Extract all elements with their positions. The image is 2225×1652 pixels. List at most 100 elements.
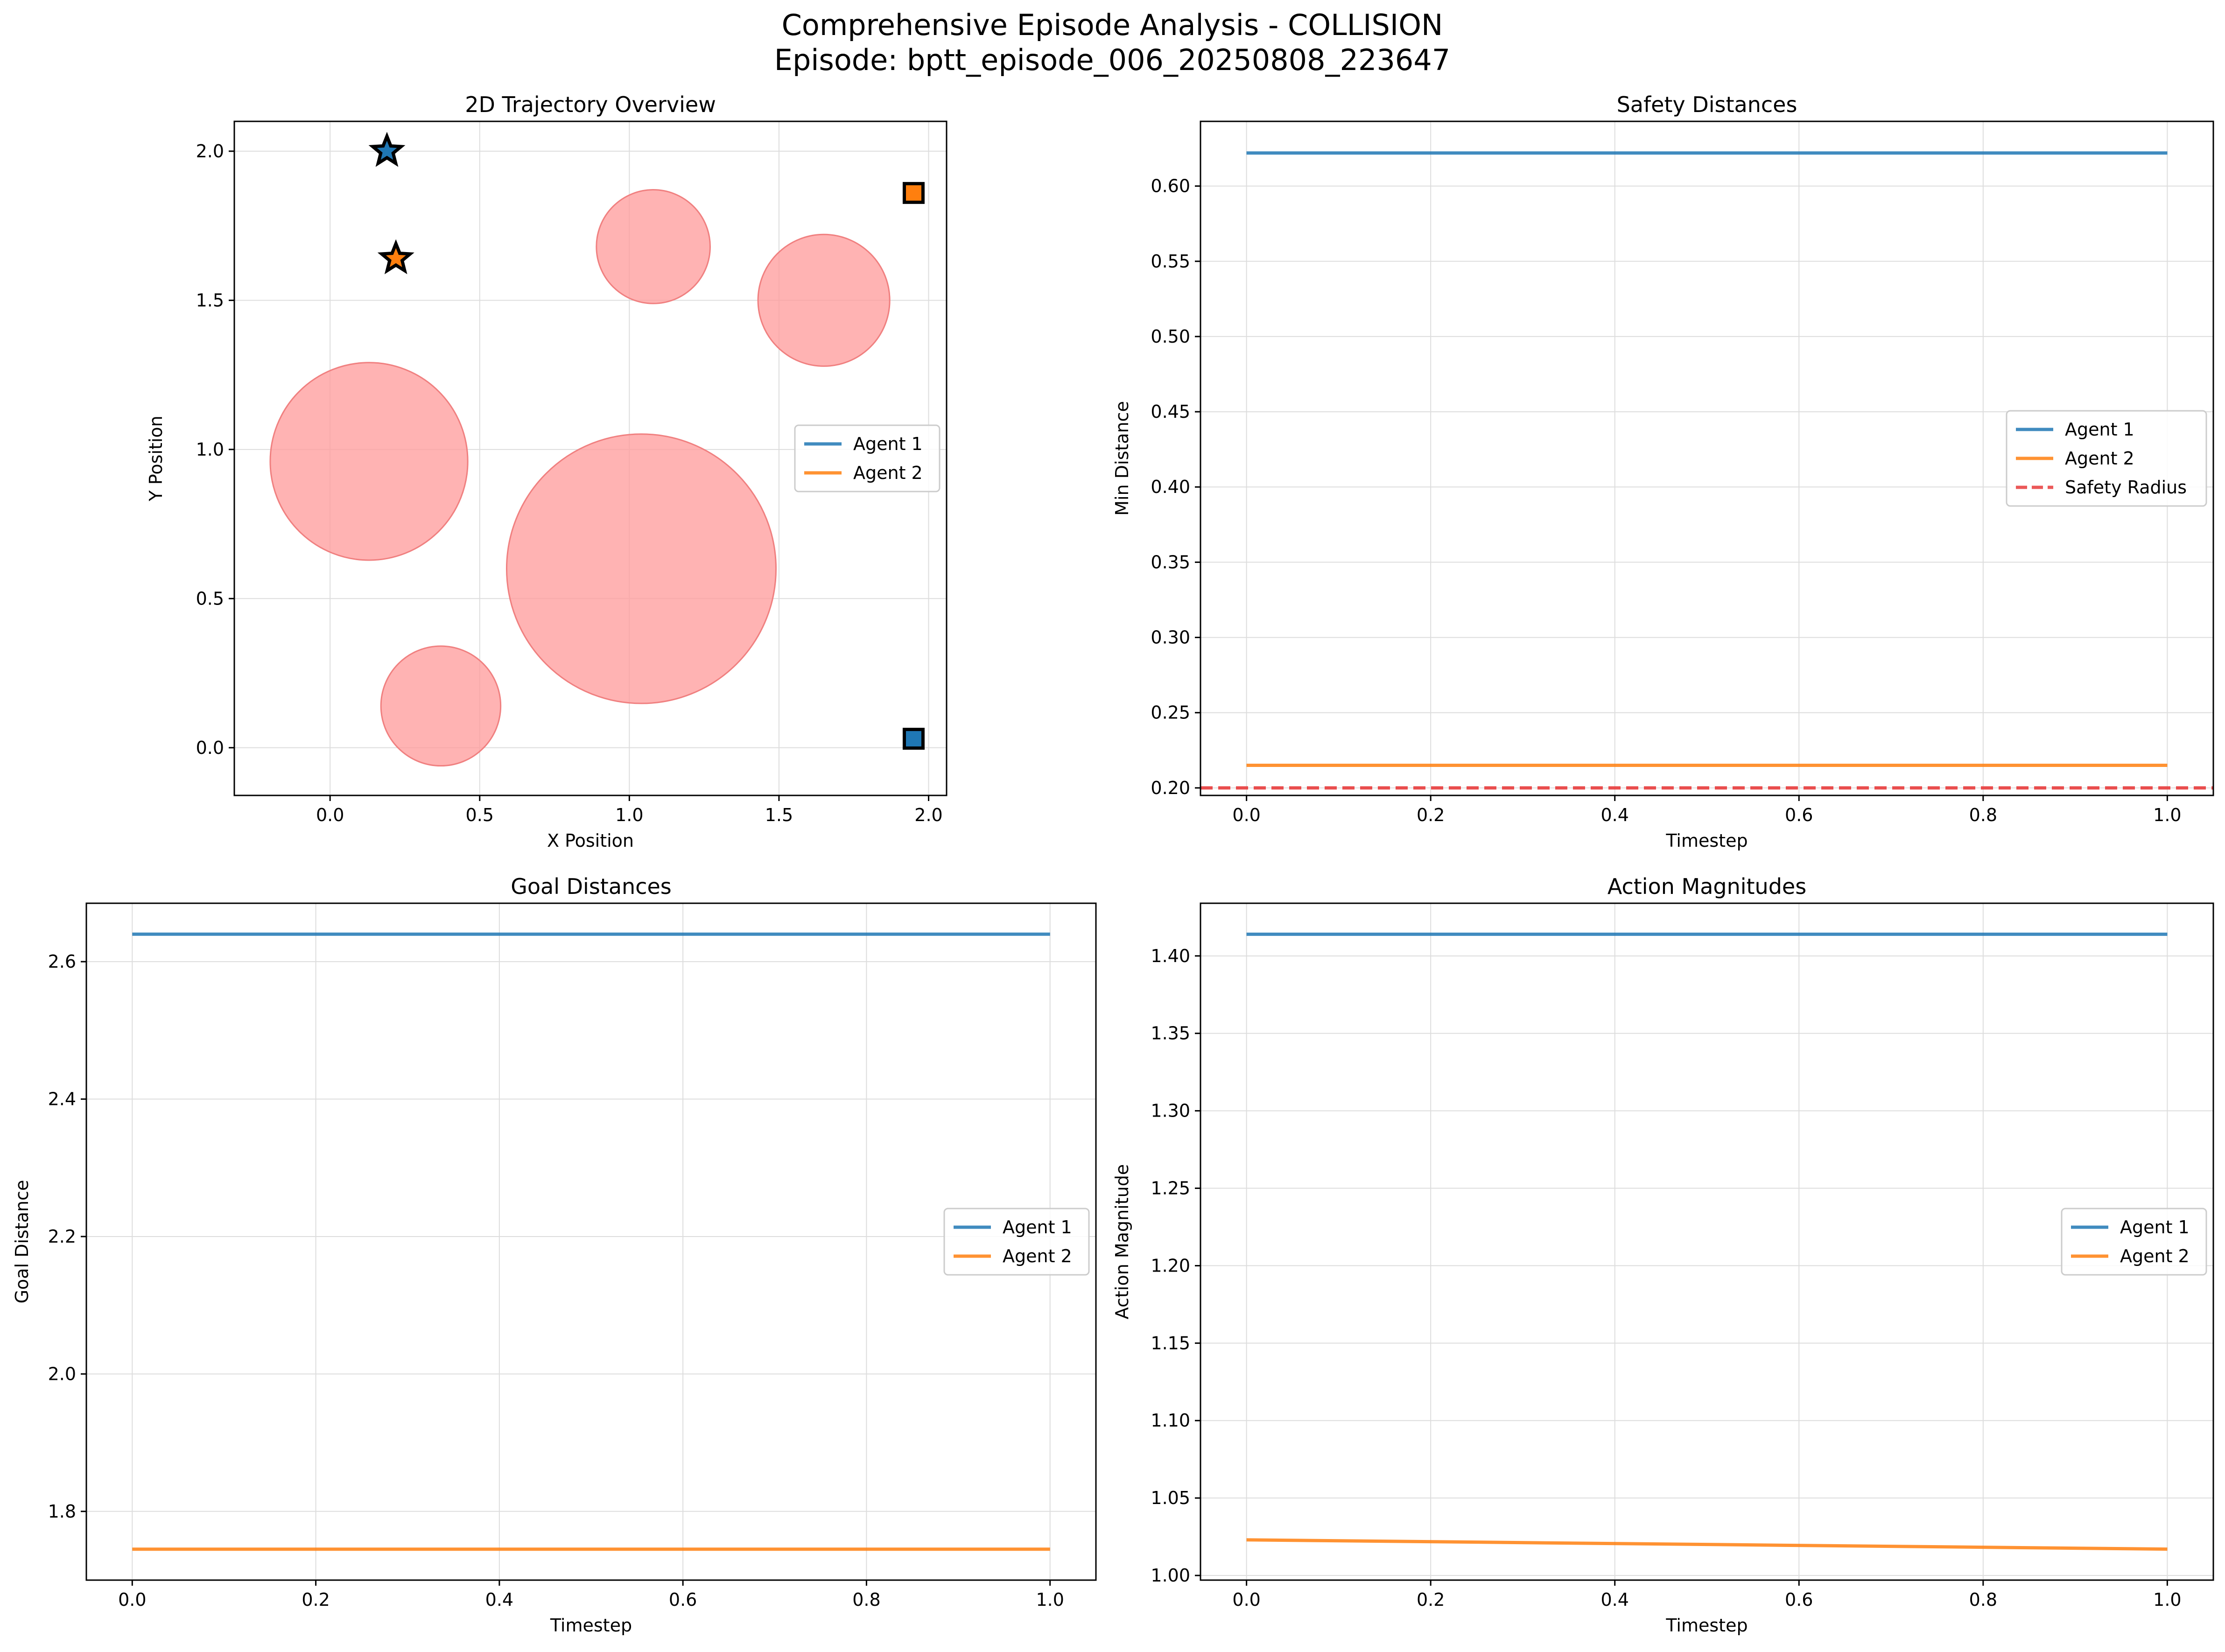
action-series-agent-2: [1246, 1538, 2168, 1551]
trajectory-legend: Agent 1 Agent 2: [794, 424, 941, 492]
trajectory-xlabel: X Position: [547, 830, 634, 851]
action-legend: Agent 1 Agent 2: [2061, 1208, 2207, 1276]
safety-ytick-label-7: 0.55: [1151, 251, 1190, 272]
trajectory-xtick-label-1: 0.5: [466, 805, 494, 825]
goal-xtick-label-1: 0.2: [302, 1589, 330, 1610]
action-xtick-label-0: 0.0: [1232, 1589, 1260, 1610]
action-axes-frame: [1200, 902, 2214, 1581]
safety-xtick-label-3: 0.6: [1785, 805, 1813, 825]
obstacle-circle-3: [380, 645, 502, 767]
goal-ylabel: Goal Distance: [12, 1180, 32, 1304]
goal-xtick-label-4: 0.8: [852, 1589, 880, 1610]
safety-ytick-label-5: 0.45: [1151, 401, 1190, 422]
safety-ylabel: Min Distance: [1112, 401, 1132, 516]
goal-xtick-label-2: 0.4: [485, 1589, 513, 1610]
trajectory-panel: 0.0 0.5 1.0 1.5 2.0 0.0 0.5 1.0 1.5 2.0 2D Traject…: [146, 92, 948, 851]
safety-axes-frame: [1200, 120, 2214, 796]
safety-ytick-label-6: 0.50: [1151, 326, 1190, 347]
action-ytick-label-6: 1.30: [1151, 1101, 1190, 1121]
trajectory-ytick-label-0: 0.0: [196, 738, 224, 758]
action-ytick-label-4: 1.20: [1151, 1255, 1190, 1276]
goal-legend-label-2: Agent 2: [1003, 1246, 1072, 1266]
goal-ytick-label-3: 2.4: [48, 1089, 76, 1110]
action-magnitudes-panel: 0.0 0.2 0.4 0.6 0.8 1.0 1.00 1.05 1.10 1.15 1.20 1.…: [1112, 874, 2214, 1636]
obstacle-circle-5: [757, 233, 891, 367]
trajectory-ylabel: Y Position: [146, 415, 166, 501]
trajectory-xtick-label-0: 0.0: [316, 805, 344, 825]
obstacle-circle-1: [269, 362, 469, 561]
safety-xtick-label-0: 0.0: [1232, 805, 1260, 825]
action-xtick-label-4: 0.8: [1969, 1589, 1997, 1610]
trajectory-ytick-label-3: 1.5: [196, 290, 224, 310]
action-ytick-label-0: 1.00: [1151, 1565, 1190, 1586]
trajectory-legend-label-1: Agent 1: [853, 434, 923, 454]
safety-ytick-label-4: 0.40: [1151, 477, 1190, 497]
safety-legend-label-2: Agent 2: [2065, 448, 2134, 469]
action-title: Action Magnitudes: [1607, 874, 1806, 899]
goal-xtick-label-0: 0.0: [118, 1589, 146, 1610]
safety-legend: Agent 1 Agent 2 Safety Radius: [2006, 410, 2207, 507]
action-ylabel: Action Magnitude: [1112, 1164, 1132, 1319]
agent-1-goal-marker: [368, 132, 406, 167]
action-legend-label-2: Agent 2: [2120, 1246, 2190, 1266]
obstacle-circle-4: [596, 189, 711, 304]
safety-ytick-label-2: 0.30: [1151, 627, 1190, 648]
goal-legend-box: [943, 1208, 1090, 1276]
action-xlabel: Timestep: [1665, 1615, 1748, 1636]
goal-title: Goal Distances: [511, 874, 671, 899]
goal-ytick-label-2: 2.2: [48, 1226, 76, 1247]
safety-plot-area: [1200, 151, 2213, 790]
safety-xtick-label-2: 0.4: [1601, 805, 1629, 825]
goal-ytick-label-4: 2.6: [48, 951, 76, 972]
trajectory-xtick-label-3: 1.5: [765, 805, 793, 825]
agent-1-start-marker: [902, 728, 925, 750]
safety-legend-label-1: Agent 1: [2065, 419, 2134, 440]
trajectory-legend-label-2: Agent 2: [853, 463, 923, 483]
action-ytick-label-1: 1.05: [1151, 1488, 1190, 1508]
figure-title-line1: Comprehensive Episode Analysis - COLLISI…: [782, 8, 1443, 42]
safety-legend-label-3: Safety Radius: [2065, 477, 2187, 498]
safety-xtick-label-1: 0.2: [1417, 805, 1445, 825]
goal-ytick-label-1: 2.0: [48, 1364, 76, 1384]
trajectory-plot-area: [269, 132, 925, 767]
action-xtick-label-3: 0.6: [1785, 1589, 1813, 1610]
trajectory-axes-frame: [233, 120, 948, 796]
figure-title-line2: Episode: bptt_episode_006_20250808_22364…: [774, 43, 1450, 77]
action-legend-label-1: Agent 1: [2120, 1217, 2190, 1237]
goal-legend-label-1: Agent 1: [1003, 1217, 1072, 1237]
safety-xtick-label-5: 1.0: [2153, 805, 2181, 825]
goal-xtick-label-5: 1.0: [1036, 1589, 1064, 1610]
goal-ytick-label-0: 1.8: [48, 1501, 76, 1522]
safety-xlabel: Timestep: [1665, 830, 1748, 851]
action-xtick-label-1: 0.2: [1417, 1589, 1445, 1610]
safety-ytick-label-8: 0.60: [1151, 176, 1190, 197]
goal-axes-frame: [85, 902, 1097, 1581]
trajectory-legend-box: [794, 424, 941, 492]
goal-xtick-label-3: 0.6: [669, 1589, 697, 1610]
safety-ytick-label-3: 0.35: [1151, 552, 1190, 572]
safety-ytick-label-1: 0.25: [1151, 703, 1190, 723]
action-xtick-label-5: 1.0: [2153, 1589, 2181, 1610]
trajectory-xtick-label-4: 2.0: [914, 805, 942, 825]
action-plot-area: [1246, 932, 2168, 1551]
goal-legend: Agent 1 Agent 2: [943, 1208, 1090, 1276]
action-xtick-label-2: 0.4: [1601, 1589, 1629, 1610]
trajectory-ytick-label-1: 0.5: [196, 588, 224, 609]
action-ytick-label-8: 1.40: [1151, 946, 1190, 966]
action-ytick-label-3: 1.15: [1151, 1333, 1190, 1353]
trajectory-title: 2D Trajectory Overview: [465, 92, 716, 117]
safety-ytick-label-0: 0.20: [1151, 778, 1190, 798]
goal-plot-area: [132, 932, 1050, 1551]
safety-title: Safety Distances: [1617, 92, 1797, 117]
action-ytick-label-2: 1.10: [1151, 1410, 1190, 1431]
obstacle-circle-2: [505, 433, 777, 704]
action-ytick-label-7: 1.35: [1151, 1023, 1190, 1044]
agent-2-start-marker: [902, 182, 925, 204]
action-ytick-label-5: 1.25: [1151, 1178, 1190, 1199]
agent-2-goal-marker: [377, 239, 414, 274]
safety-distances-panel: 0.0 0.2 0.4 0.6 0.8 1.0 0.20 0.25 0.30 0.35 0.40 0.…: [1112, 92, 2214, 851]
action-legend-box: [2061, 1208, 2207, 1276]
safety-legend-box: [2006, 410, 2207, 507]
